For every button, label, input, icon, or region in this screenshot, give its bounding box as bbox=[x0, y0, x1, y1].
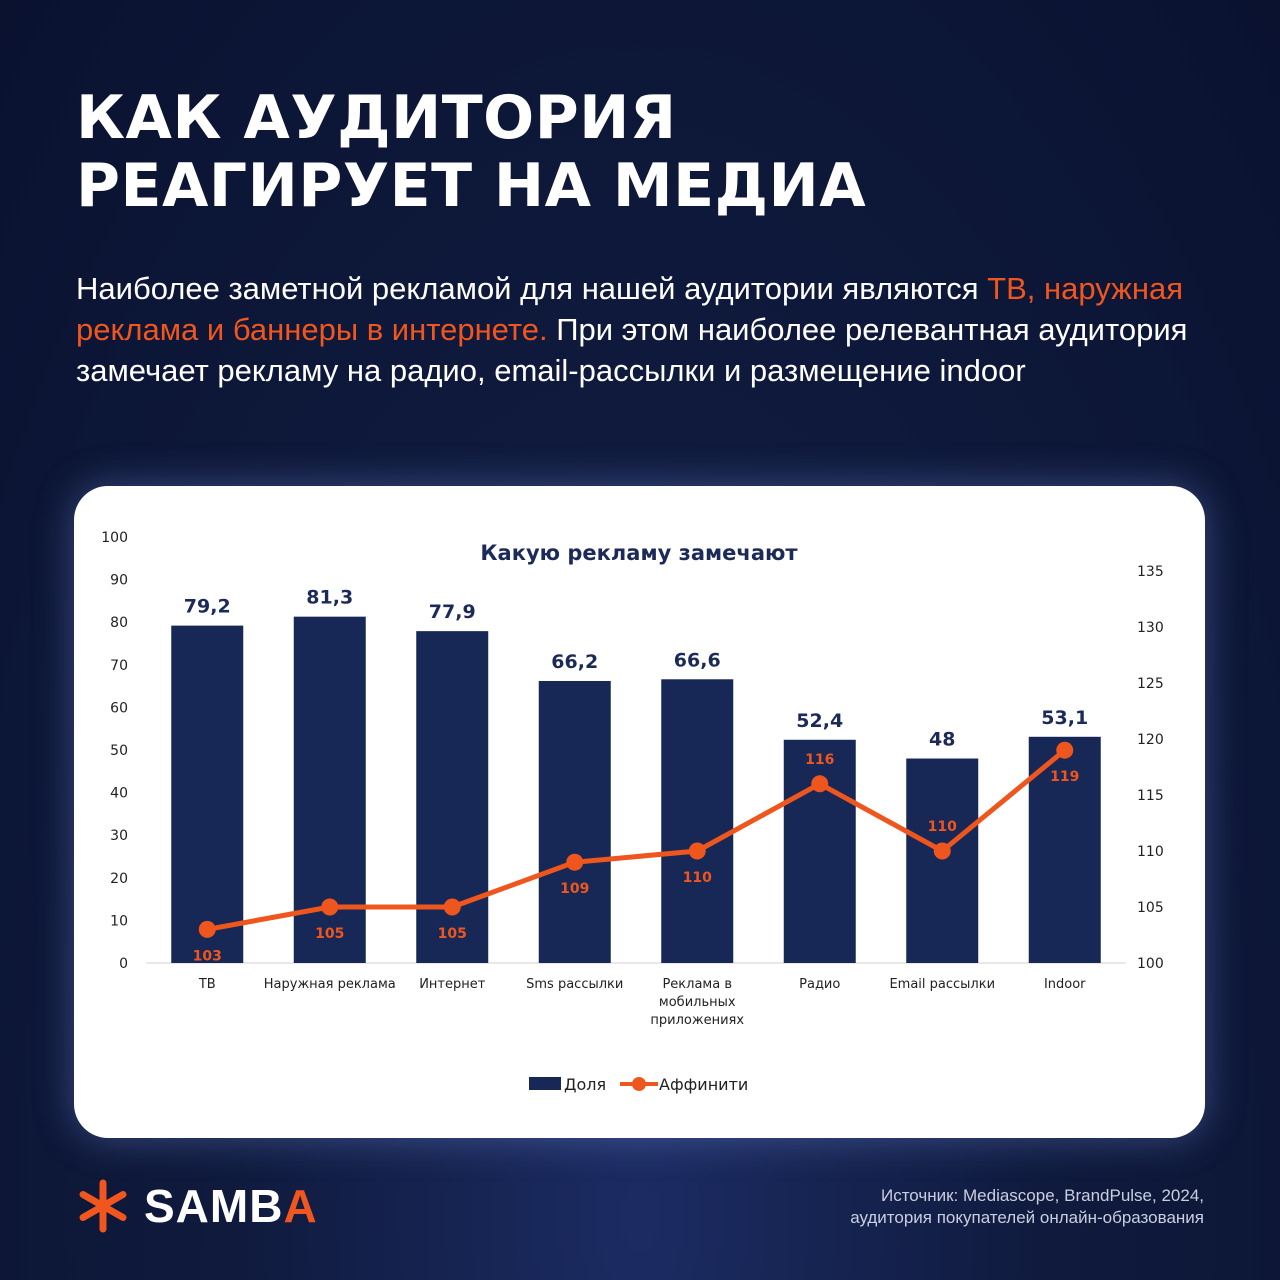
logo-word-main: SAMB bbox=[144, 1180, 284, 1232]
x-tick-label: Реклама в bbox=[662, 977, 732, 992]
headline-line-1: КАК АУДИТОРИЯ bbox=[76, 83, 677, 153]
subtitle: Наиболее заметной рекламой для нашей ауд… bbox=[76, 268, 1216, 391]
affinity-point bbox=[688, 842, 706, 860]
source-line-2: аудитория покупателей онлайн-образования bbox=[850, 1208, 1204, 1227]
affinity-value-label: 105 bbox=[438, 926, 467, 942]
asterisk-icon bbox=[79, 1179, 127, 1233]
affinity-value-label: 116 bbox=[805, 752, 834, 768]
combo-chart: Какую рекламу замечают 0 10 20 30 40 50 60 70 80 9… bbox=[101, 530, 1164, 1094]
source-note: Источник: Mediascope, BrandPulse, 2024, … bbox=[850, 1185, 1204, 1229]
x-tick-label: Indoor bbox=[1044, 977, 1086, 992]
x-tick-label: приложениях bbox=[650, 1013, 744, 1028]
x-tick-label: Email рассылки bbox=[889, 977, 995, 992]
bar-value-label: 77,9 bbox=[429, 601, 476, 623]
affinity-value-label: 110 bbox=[928, 819, 957, 835]
bar-value-label: 81,3 bbox=[306, 587, 353, 609]
x-tick-label: Интернет bbox=[419, 977, 486, 992]
x-tick-label: Sms рассылки bbox=[526, 977, 623, 992]
affinity-line bbox=[206, 748, 1067, 932]
affinity-point bbox=[933, 842, 951, 860]
chart-title: Какую рекламу замечают bbox=[480, 541, 798, 565]
affinity-point bbox=[1056, 741, 1074, 759]
y-right-tick-label: 110 bbox=[1137, 844, 1164, 860]
subtitle-highlight: ТВ, наружная реклама и баннеры в интерне… bbox=[76, 271, 1183, 347]
y-left-tick-label: 50 bbox=[110, 743, 128, 759]
bar-value-label: 66,2 bbox=[551, 651, 598, 673]
y-left-tick-label: 100 bbox=[101, 530, 128, 546]
y-right-tick-label: 105 bbox=[1137, 900, 1164, 916]
affinity-point bbox=[321, 898, 339, 916]
bar bbox=[661, 679, 734, 963]
headline: КАК АУДИТОРИЯ РЕАГИРУЕТ НА МЕДИА bbox=[76, 84, 1206, 220]
y-left-tick-label: 70 bbox=[110, 658, 128, 674]
subtitle-part-2: При этом наиболее релевантная аудитория … bbox=[76, 312, 1188, 388]
bar bbox=[538, 680, 611, 963]
y-right-tick-label: 120 bbox=[1137, 732, 1164, 748]
x-tick-label: мобильных bbox=[659, 995, 736, 1010]
subtitle-part-1: Наиболее заметной рекламой для нашей ауд… bbox=[76, 271, 988, 306]
y-left-tick-label: 60 bbox=[110, 700, 128, 716]
bar bbox=[783, 739, 856, 963]
affinity-value-label: 119 bbox=[1050, 769, 1079, 785]
y-left-tick-label: 80 bbox=[110, 615, 128, 631]
y-left-tick-label: 30 bbox=[110, 828, 128, 844]
affinity-point bbox=[198, 920, 216, 938]
affinity-value-label: 105 bbox=[315, 926, 344, 942]
y-left-tick-label: 0 bbox=[119, 956, 128, 972]
affinity-point bbox=[811, 775, 829, 793]
y-right-tick-label: 100 bbox=[1137, 956, 1164, 972]
y-left-tick-label: 20 bbox=[110, 871, 128, 887]
logo-word-accent: A bbox=[283, 1180, 318, 1232]
affinity-point bbox=[443, 898, 461, 916]
y-right-tick-label: 130 bbox=[1137, 620, 1164, 636]
x-tick-label: ТВ bbox=[198, 977, 216, 992]
bar bbox=[1028, 736, 1101, 963]
chart-card: Какую рекламу замечают 0 10 20 30 40 50 60 70 80 9… bbox=[74, 486, 1205, 1138]
bar-value-label: 52,4 bbox=[796, 710, 843, 732]
source-line-1: Источник: Mediascope, BrandPulse, 2024, bbox=[880, 1186, 1204, 1205]
x-tick-label: Наружная реклама bbox=[264, 977, 396, 992]
bar-value-label: 66,6 bbox=[674, 649, 721, 671]
x-tick-label: Радио bbox=[799, 977, 840, 992]
logo-wordmark: SAMBA bbox=[144, 1179, 318, 1233]
legend-line-label: Аффинити bbox=[659, 1075, 748, 1094]
legend-bar-label: Доля bbox=[564, 1075, 606, 1094]
headline-line-2: РЕАГИРУЕТ НА МЕДИА bbox=[76, 151, 867, 221]
legend-line-marker bbox=[632, 1077, 646, 1091]
legend-bar-swatch bbox=[529, 1077, 561, 1090]
affinity-point bbox=[566, 853, 584, 871]
affinity-value-label: 109 bbox=[560, 881, 589, 897]
y-left-tick-label: 90 bbox=[110, 573, 128, 589]
bar-value-label: 79,2 bbox=[184, 596, 231, 618]
y-right-tick-label: 125 bbox=[1137, 676, 1164, 692]
affinity-value-label: 103 bbox=[193, 948, 222, 964]
y-right-tick-label: 135 bbox=[1137, 564, 1164, 580]
bar-value-label: 48 bbox=[929, 729, 955, 751]
affinity-value-label: 110 bbox=[683, 870, 712, 886]
y-left-tick-label: 10 bbox=[110, 913, 128, 929]
samba-logo: SAMBA bbox=[76, 1178, 318, 1234]
y-left-tick-label: 40 bbox=[110, 786, 128, 802]
y-right-tick-label: 115 bbox=[1137, 788, 1164, 804]
bar-value-label: 53,1 bbox=[1041, 707, 1088, 729]
bar bbox=[171, 625, 244, 963]
bar bbox=[906, 758, 979, 963]
